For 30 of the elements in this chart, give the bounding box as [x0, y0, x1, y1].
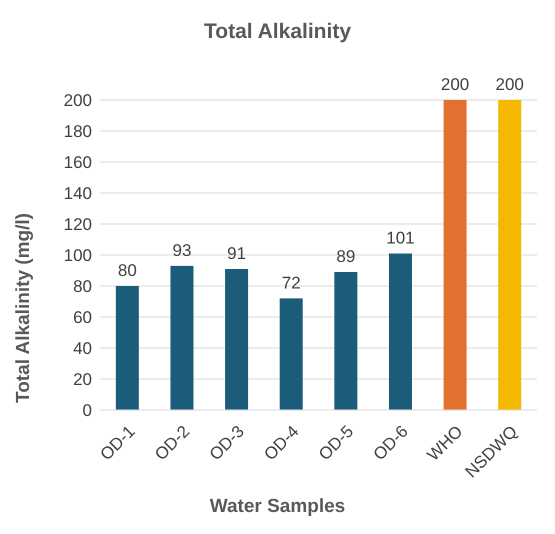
data-label: 80 — [118, 261, 137, 280]
y-tick-label: 20 — [73, 370, 92, 390]
x-axis-title: Water Samples — [208, 496, 346, 518]
y-tick-label: 160 — [64, 153, 92, 172]
data-label: 101 — [386, 228, 415, 248]
data-label: 91 — [227, 244, 246, 263]
y-tick-label: 100 — [64, 246, 92, 266]
bar — [334, 272, 358, 410]
y-tick-label: 40 — [73, 339, 92, 358]
data-label: 72 — [282, 273, 301, 292]
y-tick-label: 180 — [64, 122, 92, 142]
data-label: 200 — [440, 75, 470, 94]
y-tick-label: 140 — [64, 184, 92, 204]
y-tick-label: 80 — [73, 277, 92, 296]
y-tick-label: 0 — [82, 401, 92, 420]
data-label: 89 — [336, 247, 356, 266]
data-label: 200 — [496, 75, 524, 94]
bar — [444, 100, 467, 410]
y-tick-label: 120 — [64, 215, 92, 234]
bar — [498, 100, 522, 410]
data-label: 93 — [172, 240, 192, 260]
bar — [225, 268, 248, 410]
bar — [388, 253, 412, 410]
bar — [116, 286, 139, 410]
bar — [170, 266, 194, 410]
y-tick-label: 60 — [73, 308, 92, 328]
chart-title: Total Alkalinity — [202, 19, 352, 45]
y-tick-label: 200 — [64, 91, 92, 110]
bar — [280, 298, 303, 410]
y-axis-title: Total Alkalinity (mg/l) — [13, 212, 35, 404]
